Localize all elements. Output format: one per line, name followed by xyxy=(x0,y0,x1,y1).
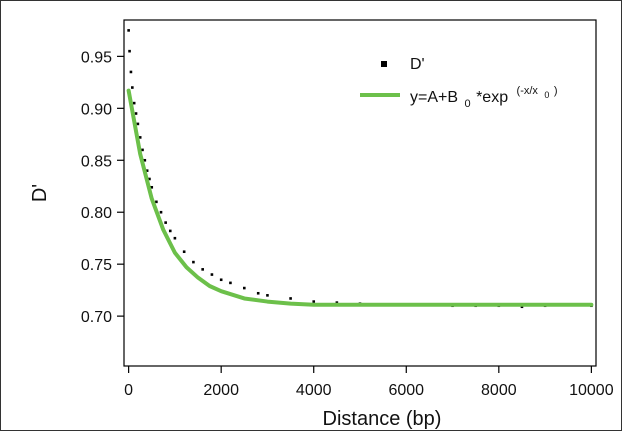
y-tick-label: 0.70 xyxy=(81,309,112,326)
x-tick-label: 6000 xyxy=(388,382,424,399)
scatter-point xyxy=(148,177,151,181)
plot-area-frame xyxy=(123,19,597,367)
legend-fit-superscript-end: ) xyxy=(554,85,558,97)
scatter-point xyxy=(155,200,158,204)
scatter-point xyxy=(312,300,316,303)
scatter-point xyxy=(127,29,130,32)
scatter-point xyxy=(192,260,195,264)
legend-fit-subscript-1: 0 xyxy=(464,98,470,110)
scatter-point xyxy=(219,278,223,282)
scatter-point xyxy=(168,229,172,233)
legend-fit-superscript: (-x/x xyxy=(517,85,539,97)
scatter-point xyxy=(201,268,204,271)
scatter-point xyxy=(173,236,177,240)
x-axis-label: Distance (bp) xyxy=(323,408,442,430)
scatter-points xyxy=(127,29,593,309)
x-tick-label: 10000 xyxy=(569,382,614,399)
legend-fit-part-2: *exp xyxy=(476,89,508,106)
scatter-point xyxy=(210,273,214,276)
legend: D' y=A+B 0 *exp (-x/x 0 ) xyxy=(360,56,558,111)
scatter-point xyxy=(134,112,138,115)
scatter-point xyxy=(145,169,149,172)
y-tick-label: 0.95 xyxy=(81,49,112,66)
legend-fit-part-1: y=A+B xyxy=(410,89,458,106)
scatter-point xyxy=(141,148,144,152)
x-tick-label: 0 xyxy=(124,382,133,399)
scatter-point xyxy=(335,301,339,304)
scatter-point xyxy=(131,86,134,89)
y-axis-label: D' xyxy=(29,184,51,202)
x-tick-label: 8000 xyxy=(481,382,517,399)
x-tick-label: 2000 xyxy=(203,382,239,399)
x-axis: 0 2000 4000 6000 8000 10000 xyxy=(124,366,614,399)
y-tick-label: 0.80 xyxy=(81,205,112,222)
scatter-point xyxy=(129,70,133,74)
scatter-point xyxy=(256,291,260,295)
scatter-point xyxy=(243,286,246,290)
legend-label-fit: y=A+B 0 *exp (-x/x 0 ) xyxy=(410,81,558,111)
legend-label-scatter: D' xyxy=(410,56,425,73)
y-axis: 0.70 0.75 0.80 0.85 0.90 0.95 xyxy=(81,49,124,326)
y-tick-label: 0.90 xyxy=(81,101,112,118)
legend-fit-subscript-2: 0 xyxy=(544,90,549,100)
scatter-point xyxy=(136,122,140,126)
legend-marker-scatter xyxy=(381,61,387,67)
scatter-point xyxy=(229,281,232,285)
scatter-point xyxy=(520,305,524,309)
y-tick-label: 0.85 xyxy=(81,153,112,170)
scatter-point xyxy=(182,250,186,254)
scatter-point xyxy=(132,101,136,105)
scatter-point xyxy=(289,297,292,300)
scatter-point xyxy=(266,294,269,297)
scatter-point xyxy=(159,210,163,214)
scatter-point xyxy=(150,185,154,189)
fit-line xyxy=(126,88,594,307)
x-tick-label: 4000 xyxy=(296,382,332,399)
scatter-point xyxy=(143,158,147,162)
fit-line-layer xyxy=(126,88,594,307)
scatter-point xyxy=(128,49,131,53)
y-tick-label: 0.75 xyxy=(81,257,112,274)
scatter-point xyxy=(164,221,167,224)
scatter-point xyxy=(138,136,142,139)
